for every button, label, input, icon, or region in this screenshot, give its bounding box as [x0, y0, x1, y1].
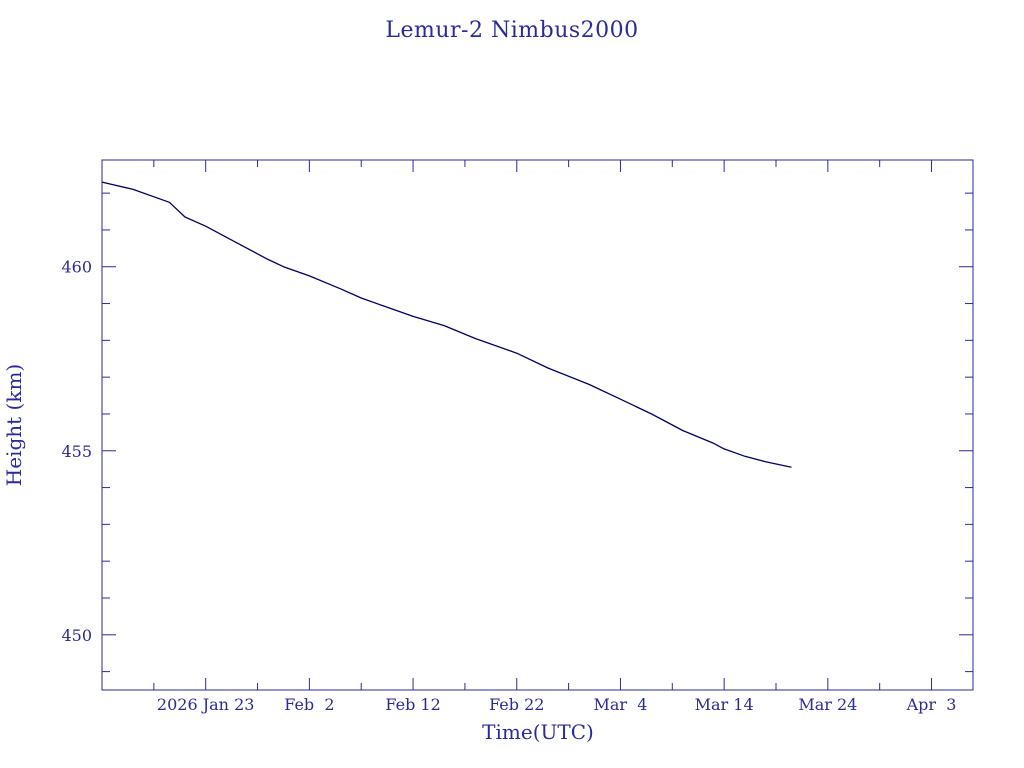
series-line [101, 181, 792, 468]
x-tick-label: Apr 3 [906, 695, 957, 714]
x-axis-label: Time(UTC) [482, 720, 594, 744]
x-tick-label: Feb 12 [385, 695, 440, 714]
x-tick-label: Mar 14 [695, 695, 754, 714]
x-tick-label: Mar 24 [798, 695, 857, 714]
x-tick-label: Feb 22 [489, 695, 544, 714]
chart-title: Lemur-2 Nimbus2000 [385, 18, 638, 43]
y-tick-label: 455 [61, 442, 92, 461]
x-tick-label: 2026 Jan 23 [157, 695, 255, 714]
y-tick-label: 450 [61, 626, 92, 645]
x-tick-label: Mar 4 [593, 695, 647, 714]
plot-frame [101, 159, 974, 691]
y-tick-label: 460 [61, 258, 92, 277]
plot-area: 2026 Jan 23 Feb 2 Feb 12 Feb 22 Mar 4 Mar 14 M… [61, 159, 974, 714]
y-axis-label: Height (km) [2, 364, 26, 486]
x-tick-label: Feb 2 [284, 695, 334, 714]
